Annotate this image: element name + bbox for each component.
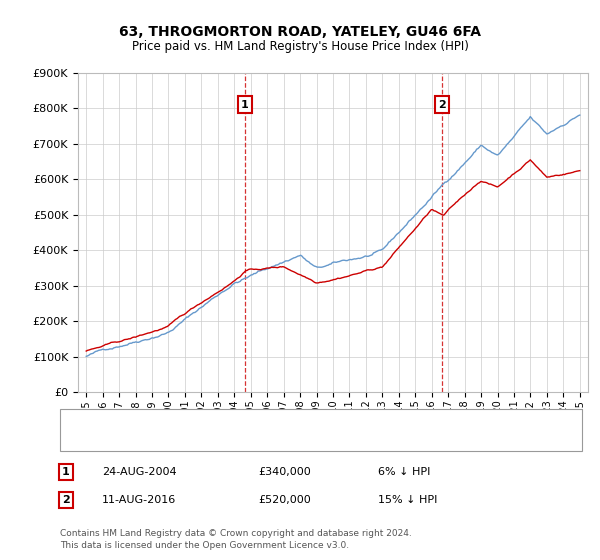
Text: 24-AUG-2004: 24-AUG-2004 [102,467,176,477]
Text: 15% ↓ HPI: 15% ↓ HPI [378,495,437,505]
Text: ——: —— [72,414,97,427]
Text: ——: —— [72,434,97,447]
Text: 63, THROGMORTON ROAD, YATELEY, GU46 6FA (detached house): 63, THROGMORTON ROAD, YATELEY, GU46 6FA … [102,416,441,426]
Text: 1: 1 [62,467,70,477]
Text: This data is licensed under the Open Government Licence v3.0.: This data is licensed under the Open Gov… [60,542,349,550]
Text: 11-AUG-2016: 11-AUG-2016 [102,495,176,505]
Text: HPI: Average price, detached house, Hart: HPI: Average price, detached house, Hart [102,435,317,445]
Text: 2: 2 [62,495,70,505]
Text: 6% ↓ HPI: 6% ↓ HPI [378,467,430,477]
Text: 63, THROGMORTON ROAD, YATELEY, GU46 6FA: 63, THROGMORTON ROAD, YATELEY, GU46 6FA [119,25,481,39]
Text: £520,000: £520,000 [258,495,311,505]
Text: £340,000: £340,000 [258,467,311,477]
Text: Contains HM Land Registry data © Crown copyright and database right 2024.: Contains HM Land Registry data © Crown c… [60,529,412,538]
Text: Price paid vs. HM Land Registry's House Price Index (HPI): Price paid vs. HM Land Registry's House … [131,40,469,53]
Text: 2: 2 [438,100,446,110]
Text: 1: 1 [241,100,249,110]
